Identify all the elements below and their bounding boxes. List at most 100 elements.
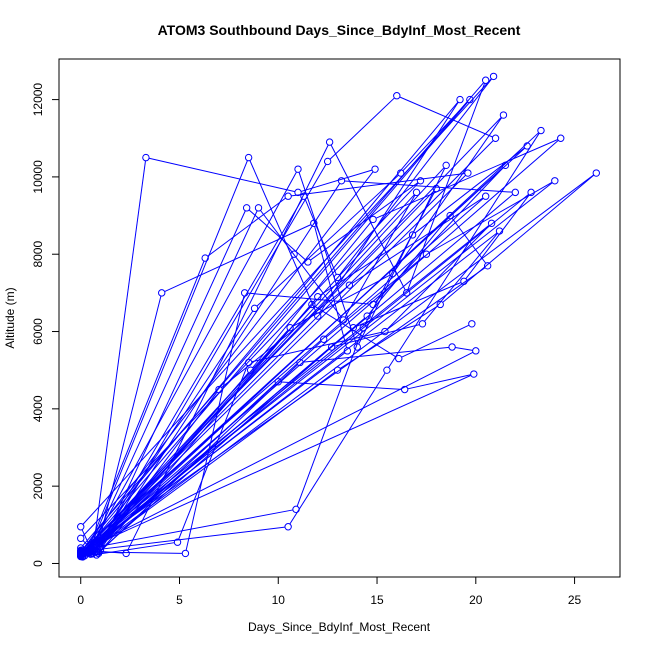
data-point xyxy=(242,204,251,212)
data-point xyxy=(173,538,182,546)
data-point xyxy=(181,549,190,558)
series-line-segment xyxy=(451,217,487,264)
series-line-segment xyxy=(296,330,363,507)
data-point xyxy=(246,366,255,374)
data-point xyxy=(339,316,348,324)
data-point xyxy=(319,335,328,343)
data-point xyxy=(294,165,302,173)
series-line-segment xyxy=(455,347,473,351)
series-line-segment xyxy=(344,180,513,193)
series-line-segment xyxy=(300,169,373,192)
data-point xyxy=(337,177,346,185)
data-point xyxy=(122,549,130,558)
data-point xyxy=(412,188,421,197)
data-point xyxy=(501,161,510,170)
data-point xyxy=(300,192,308,200)
series-line-segment xyxy=(84,174,595,556)
y-tick-label: 6000 xyxy=(31,318,45,345)
series-line-segment xyxy=(319,101,459,314)
series-line-segment xyxy=(289,372,386,525)
series-line-segment xyxy=(87,260,205,550)
data-point xyxy=(244,153,253,162)
data-point xyxy=(400,385,409,394)
data-point xyxy=(537,126,545,135)
series-line-segment xyxy=(91,210,246,548)
series-line-segment xyxy=(84,101,459,548)
y-axis: 0 2000 4000 6000 8000 10000 12000 xyxy=(31,83,60,567)
data-point xyxy=(142,153,150,162)
series-line-segment xyxy=(252,221,372,369)
data-point xyxy=(254,204,263,212)
data-point xyxy=(446,211,454,220)
data-point xyxy=(402,289,411,297)
y-tick-label: 4000 xyxy=(31,395,45,422)
series-line-segment xyxy=(90,329,289,550)
data-point xyxy=(381,327,389,336)
data-point xyxy=(369,300,377,309)
data-point xyxy=(523,142,531,150)
data-point xyxy=(527,188,535,197)
series-line-segment xyxy=(256,174,399,307)
data-point xyxy=(491,134,500,142)
data-point xyxy=(333,273,342,282)
data-point xyxy=(456,95,464,104)
data-point xyxy=(369,215,377,224)
x-tick-label: 5 xyxy=(176,593,183,607)
data-point xyxy=(310,219,318,227)
y-tick-label: 8000 xyxy=(31,241,45,268)
series-line-segment xyxy=(442,174,595,303)
data-point xyxy=(343,347,352,355)
series-line-segment xyxy=(95,198,303,550)
data-point xyxy=(284,523,292,531)
series-lines xyxy=(81,78,595,557)
series-line-segment xyxy=(407,374,471,390)
data-point xyxy=(383,366,391,374)
series-line-segment xyxy=(358,167,446,345)
x-tick-label: 25 xyxy=(568,593,582,607)
series-line-segment xyxy=(82,232,498,555)
series-line-segment xyxy=(89,160,248,550)
series-line-segment xyxy=(92,160,146,551)
series-line-segment xyxy=(368,217,449,314)
x-axis: 0 5 10 15 20 25 xyxy=(77,576,582,607)
data-point xyxy=(487,219,496,227)
data-point xyxy=(77,523,85,531)
data-point xyxy=(88,546,97,554)
data-point xyxy=(201,254,209,262)
data-point xyxy=(286,323,294,332)
data-point xyxy=(395,354,403,363)
series-line-segment xyxy=(84,117,502,551)
series-line-segment xyxy=(428,181,553,254)
data-point xyxy=(464,169,472,177)
series-line-segment xyxy=(82,78,492,525)
data-point xyxy=(489,72,498,81)
y-tick-label: 2000 xyxy=(31,472,45,499)
series-points xyxy=(77,72,600,561)
data-point xyxy=(466,95,474,104)
series-line-segment xyxy=(314,305,397,358)
data-point xyxy=(314,293,322,301)
series-line-segment xyxy=(407,83,486,291)
data-point xyxy=(483,262,492,270)
series-line-segment xyxy=(221,286,348,388)
data-point xyxy=(244,358,253,367)
series-line-segment xyxy=(364,191,436,326)
data-point xyxy=(511,188,520,197)
series-line-segment xyxy=(82,139,559,554)
series-line-segment xyxy=(399,96,493,138)
series-line-segment xyxy=(86,167,445,554)
data-point xyxy=(432,184,440,193)
series-line-segment xyxy=(334,324,420,347)
series-line-segment xyxy=(351,197,484,284)
data-point xyxy=(353,343,361,351)
data-point xyxy=(442,161,450,170)
data-point xyxy=(333,366,342,374)
data-point xyxy=(557,134,565,142)
data-point xyxy=(240,289,249,297)
series-line-segment xyxy=(82,101,469,553)
series-line-segment xyxy=(465,194,530,280)
series-line-segment xyxy=(98,364,299,554)
series-line-segment xyxy=(100,348,330,551)
data-point xyxy=(499,111,508,119)
data-point xyxy=(327,343,336,351)
